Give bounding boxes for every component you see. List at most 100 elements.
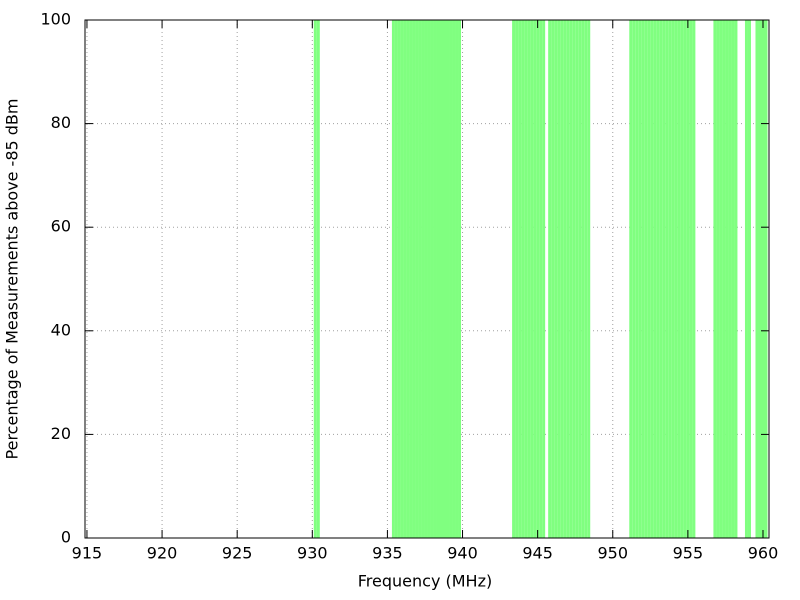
bar bbox=[680, 20, 684, 538]
y-tick-label: 0 bbox=[61, 528, 71, 547]
x-tick-label: 935 bbox=[372, 544, 403, 563]
bar bbox=[668, 20, 672, 538]
bar bbox=[572, 20, 576, 538]
bar bbox=[560, 20, 564, 538]
bar bbox=[734, 20, 738, 538]
bar bbox=[548, 20, 552, 538]
bar bbox=[744, 20, 748, 538]
bar bbox=[635, 20, 639, 538]
x-tick-label: 915 bbox=[72, 544, 103, 563]
x-tick-label: 930 bbox=[297, 544, 328, 563]
bar bbox=[397, 20, 401, 538]
bar bbox=[539, 20, 543, 538]
bar bbox=[436, 20, 440, 538]
bar bbox=[394, 20, 398, 538]
bar bbox=[644, 20, 648, 538]
bar bbox=[653, 20, 657, 538]
bar bbox=[533, 20, 537, 538]
bar bbox=[524, 20, 528, 538]
x-axis-label: Frequency (MHz) bbox=[358, 572, 492, 591]
bar bbox=[427, 20, 431, 538]
bar bbox=[415, 20, 419, 538]
bar bbox=[722, 20, 726, 538]
bar bbox=[313, 20, 317, 538]
bar bbox=[758, 20, 762, 538]
bar bbox=[650, 20, 654, 538]
bar bbox=[515, 20, 519, 538]
bar bbox=[719, 20, 723, 538]
bar bbox=[638, 20, 642, 538]
y-tick-label: 80 bbox=[51, 113, 71, 132]
bar bbox=[656, 20, 660, 538]
bar bbox=[452, 20, 456, 538]
bar bbox=[674, 20, 678, 538]
bar bbox=[530, 20, 534, 538]
bar bbox=[725, 20, 729, 538]
bar bbox=[512, 20, 516, 538]
y-axis-label: Percentage of Measurements above -85 dBm bbox=[3, 99, 22, 460]
bar bbox=[692, 20, 696, 538]
bar bbox=[629, 20, 633, 538]
bar bbox=[391, 20, 395, 538]
bar bbox=[716, 20, 720, 538]
bar bbox=[433, 20, 437, 538]
x-tick-label: 955 bbox=[673, 544, 704, 563]
bar bbox=[647, 20, 651, 538]
bar bbox=[747, 20, 751, 538]
bar bbox=[400, 20, 404, 538]
bar bbox=[455, 20, 459, 538]
bar bbox=[542, 20, 546, 538]
bar bbox=[563, 20, 567, 538]
bar bbox=[551, 20, 555, 538]
x-tick-label: 945 bbox=[522, 544, 553, 563]
bar bbox=[575, 20, 579, 538]
x-tick-label: 920 bbox=[147, 544, 178, 563]
bar bbox=[424, 20, 428, 538]
bar bbox=[728, 20, 732, 538]
bar bbox=[316, 20, 320, 538]
bar bbox=[418, 20, 422, 538]
bar bbox=[689, 20, 693, 538]
bar bbox=[569, 20, 573, 538]
bar bbox=[521, 20, 525, 538]
bar bbox=[403, 20, 407, 538]
bar bbox=[587, 20, 591, 538]
bar bbox=[764, 20, 768, 538]
bar bbox=[683, 20, 687, 538]
y-tick-label: 40 bbox=[51, 320, 71, 339]
bar bbox=[641, 20, 645, 538]
y-tick-label: 20 bbox=[51, 424, 71, 443]
bar bbox=[449, 20, 453, 538]
bar bbox=[581, 20, 585, 538]
bar bbox=[686, 20, 690, 538]
bar bbox=[755, 20, 759, 538]
bar bbox=[527, 20, 531, 538]
bar bbox=[536, 20, 540, 538]
bar bbox=[584, 20, 588, 538]
bar bbox=[442, 20, 447, 538]
bar bbox=[677, 20, 681, 538]
bar bbox=[439, 20, 443, 538]
bar bbox=[632, 20, 636, 538]
bar bbox=[518, 20, 522, 538]
bar bbox=[665, 20, 669, 538]
bar bbox=[554, 20, 558, 538]
bar bbox=[409, 20, 413, 538]
bar bbox=[446, 20, 450, 538]
layer: 0 20 40 60 80 100 915 920 925 930 935 940 945 950 955 9… bbox=[40, 10, 778, 563]
bar bbox=[578, 20, 582, 538]
y-tick-label: 60 bbox=[51, 217, 71, 236]
bar bbox=[458, 20, 462, 538]
bar bbox=[566, 20, 570, 538]
bar bbox=[406, 20, 410, 538]
bar bbox=[430, 20, 434, 538]
bar bbox=[412, 20, 416, 538]
bar bbox=[662, 20, 666, 538]
plot-frame bbox=[84, 19, 770, 539]
x-tick-label: 925 bbox=[222, 544, 253, 563]
x-tick-label: 950 bbox=[597, 544, 628, 563]
y-tick-label: 100 bbox=[40, 10, 71, 29]
